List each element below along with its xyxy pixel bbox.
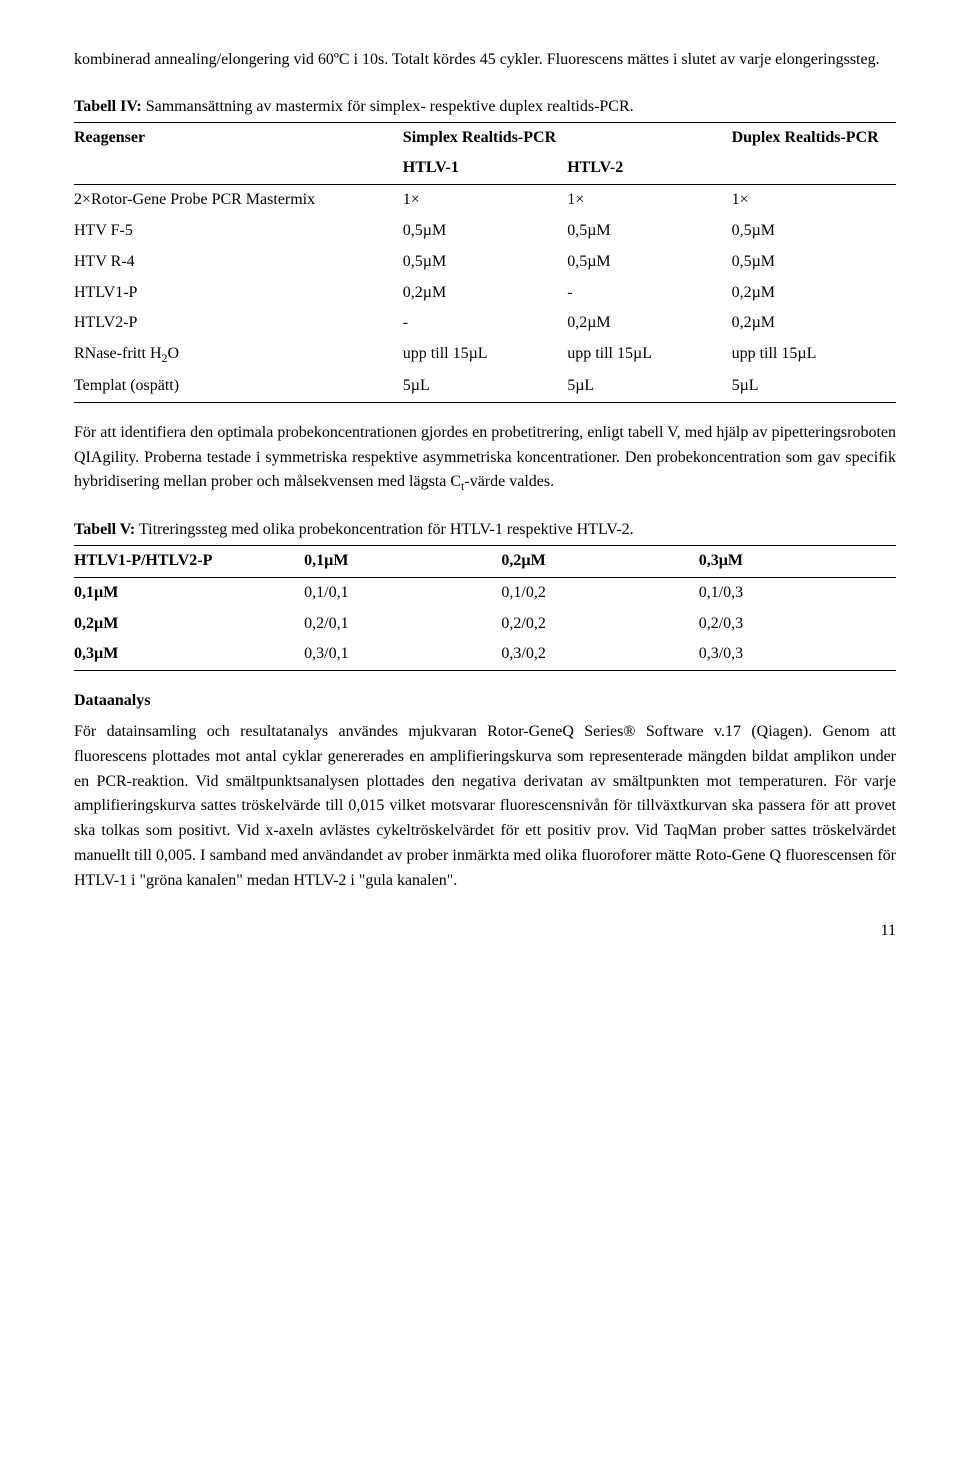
cell: Templat (ospätt) [74,371,403,402]
cell: HTV R-4 [74,247,403,278]
cell: upp till 15µL [403,339,567,371]
table5-head-3: 0,3µM [699,545,896,577]
cell: 0,1/0,1 [304,577,501,608]
cell: 2×Rotor-Gene Probe PCR Mastermix [74,185,403,216]
cell-text: RNase-fritt H [74,345,162,362]
cell: 0,1/0,3 [699,577,896,608]
cell: 5µL [403,371,567,402]
cell: - [403,308,567,339]
table-row: 0,3µM 0,3/0,1 0,3/0,2 0,3/0,3 [74,639,896,670]
cell: 0,2µM [567,308,731,339]
cell: HTLV1-P [74,278,403,309]
cell: 5µL [732,371,896,402]
table5-caption: Tabell V: Titreringssteg med olika probe… [74,518,896,543]
cell: 1× [567,185,731,216]
cell: 1× [732,185,896,216]
cell: 0,2/0,1 [304,609,501,640]
table-row: 2×Rotor-Gene Probe PCR Mastermix 1× 1× 1… [74,185,896,216]
table5-caption-label: Tabell V: [74,521,135,538]
table4-head-htlv1: HTLV-1 [403,153,567,184]
mid-paragraph: För att identifiera den optimala probeko… [74,421,896,496]
final-paragraph: För datainsamling och resultatanalys anv… [74,720,896,894]
table-row: 0,2µM 0,2/0,1 0,2/0,2 0,2/0,3 [74,609,896,640]
table5-head-2: 0,2µM [501,545,698,577]
cell: 0,1µM [74,577,304,608]
intro-paragraph: kombinerad annealing/elongering vid 60ºC… [74,48,896,73]
table4-head-reagenser: Reagenser [74,122,403,153]
table4-caption-label: Tabell IV: [74,98,142,115]
cell: 0,3/0,1 [304,639,501,670]
table4-head-simplex: Simplex Realtids-PCR [403,122,732,153]
cell: upp till 15µL [567,339,731,371]
cell: 0,5µM [567,216,731,247]
cell: 0,5µM [403,247,567,278]
cell: upp till 15µL [732,339,896,371]
cell: 1× [403,185,567,216]
cell: RNase-fritt H2O [74,339,403,371]
cell: 0,5µM [567,247,731,278]
table-row: RNase-fritt H2O upp till 15µL upp till 1… [74,339,896,371]
table-row: HTV R-4 0,5µM 0,5µM 0,5µM [74,247,896,278]
table5-head-0: HTLV1-P/HTLV2-P [74,545,304,577]
table5: HTLV1-P/HTLV2-P 0,1µM 0,2µM 0,3µM 0,1µM … [74,545,896,671]
cell: 0,1/0,2 [501,577,698,608]
cell: - [567,278,731,309]
cell: HTLV2-P [74,308,403,339]
table4-caption-text: Sammansättning av mastermix för simplex-… [142,98,634,115]
table-row: 0,1µM 0,1/0,1 0,1/0,2 0,1/0,3 [74,577,896,608]
table-row: HTV F-5 0,5µM 0,5µM 0,5µM [74,216,896,247]
table5-caption-text: Titreringssteg med olika probekoncentrat… [135,521,633,538]
cell: 5µL [567,371,731,402]
cell: 0,5µM [732,247,896,278]
table4-head-duplex: Duplex Realtids-PCR [732,122,896,153]
mid-paragraph-text2: -värde valdes. [464,473,554,490]
cell: HTV F-5 [74,216,403,247]
cell: 0,2µM [403,278,567,309]
table5-head-1: 0,1µM [304,545,501,577]
table4-head-htlv2: HTLV-2 [567,153,731,184]
table4-head-blank [74,153,403,184]
table4: Reagenser Simplex Realtids-PCR Duplex Re… [74,122,896,403]
table-row: Templat (ospätt) 5µL 5µL 5µL [74,371,896,402]
page-number: 11 [74,919,896,944]
cell: 0,2µM [732,308,896,339]
table-row: HTLV2-P - 0,2µM 0,2µM [74,308,896,339]
cell: 0,5µM [732,216,896,247]
cell: 0,3µM [74,639,304,670]
section-heading: Dataanalys [74,689,896,714]
cell: 0,2µM [732,278,896,309]
cell-tail: O [168,345,180,362]
cell: 0,3/0,3 [699,639,896,670]
cell: 0,5µM [403,216,567,247]
cell: 0,2/0,3 [699,609,896,640]
table4-caption: Tabell IV: Sammansättning av mastermix f… [74,95,896,120]
cell: 0,3/0,2 [501,639,698,670]
cell: 0,2/0,2 [501,609,698,640]
table-row: HTLV1-P 0,2µM - 0,2µM [74,278,896,309]
cell: 0,2µM [74,609,304,640]
table4-head-blank2 [732,153,896,184]
